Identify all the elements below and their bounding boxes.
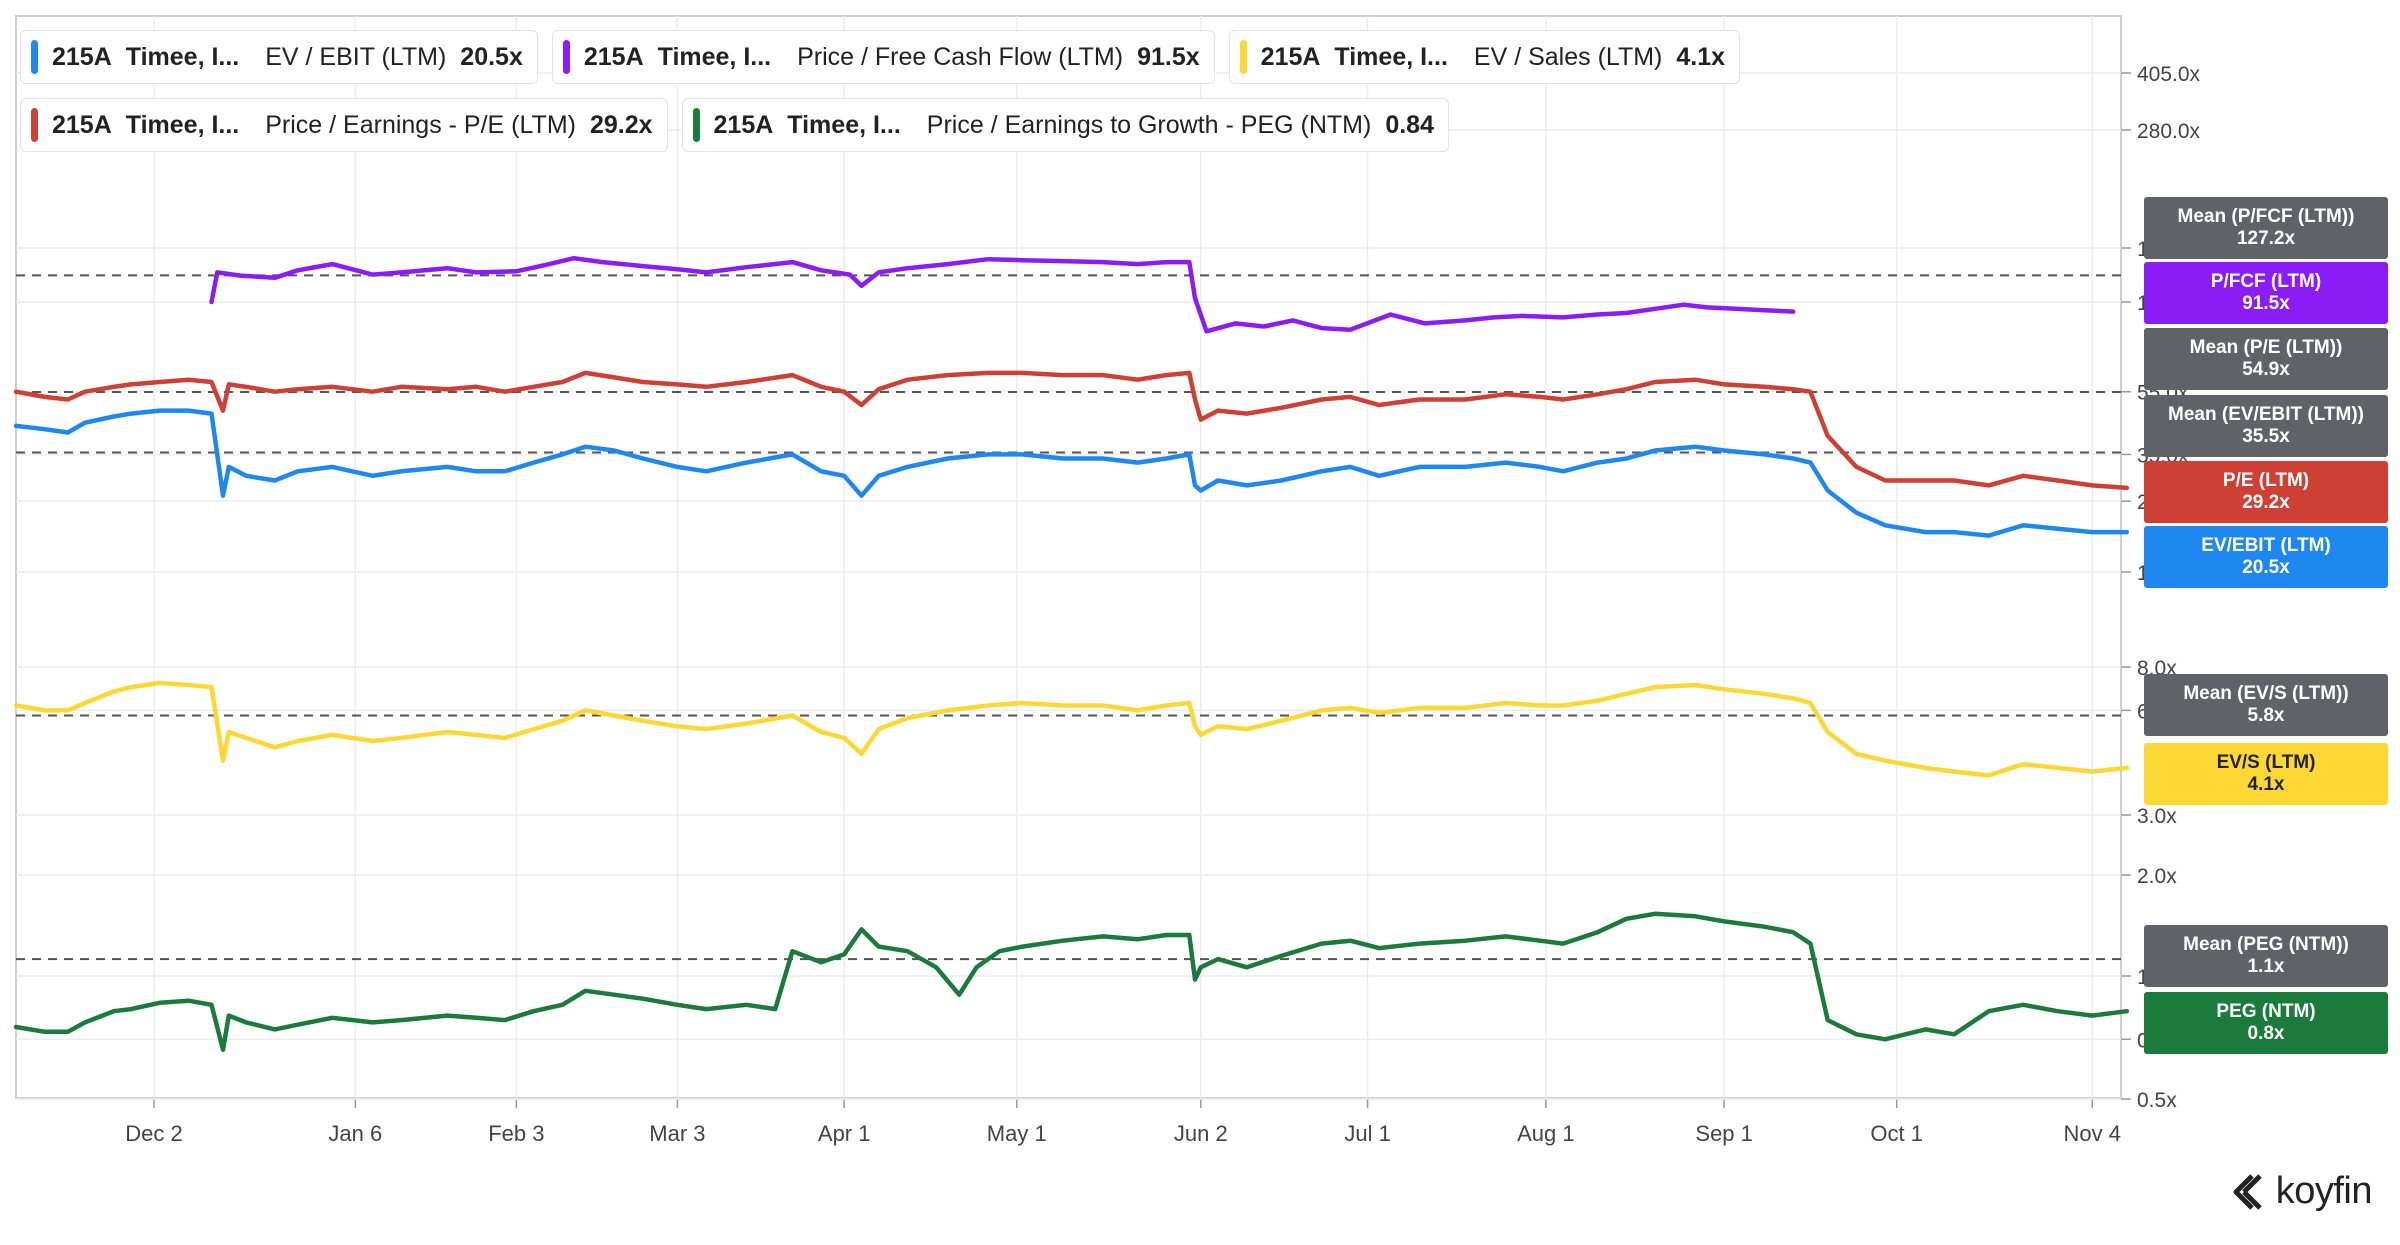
legend-ticker: 215A: [1260, 42, 1321, 71]
badge-value: 5.8x: [2247, 705, 2285, 726]
legend-swatch: [692, 108, 700, 142]
badge-mean-ev-ebit: Mean (EV/EBIT (LTM)) 35.5x: [2144, 395, 2388, 457]
badge-label: PEG (NTM): [2216, 1001, 2316, 1022]
legend-item-ev-ebit[interactable]: 215A Timee, I... EV / EBIT (LTM) 20.5x: [20, 30, 538, 84]
x-tick-label: Mar 3: [649, 1121, 705, 1146]
legend-item-p-fcf[interactable]: 215A Timee, I... Price / Free Cash Flow …: [551, 30, 1215, 84]
series-line-ev-s-ltm-: [13, 680, 2130, 778]
koyfin-logo-text: koyfin: [2275, 1170, 2373, 1212]
badge-mean-pfcf: Mean (P/FCF (LTM)) 127.2x: [2144, 197, 2388, 259]
legend-swatch: [31, 108, 38, 142]
y-tick-label: 405.0x: [2137, 63, 2201, 86]
legend-company: Timee, I...: [787, 110, 901, 139]
x-tick-label: Sep 1: [1695, 1121, 1753, 1146]
y-tick-label: 2.0x: [2137, 865, 2177, 888]
badge-label: Mean (P/E (LTM)): [2189, 337, 2343, 358]
legend-company: Timee, I...: [657, 42, 772, 71]
y-tick-label: 3.0x: [2137, 805, 2177, 828]
legend-row-1: 215A Timee, I... EV / EBIT (LTM) 20.5x 2…: [20, 30, 1741, 84]
badge-label: Mean (EV/S (LTM)): [2183, 683, 2349, 704]
legend-swatch: [562, 40, 570, 74]
badge-pe: P/E (LTM) 29.2x: [2144, 461, 2388, 523]
x-tick-label: Oct 1: [1870, 1121, 1923, 1146]
x-tick-label: Jan 6: [328, 1121, 382, 1146]
legend-ticker: 215A: [52, 110, 112, 139]
badge-label: Mean (EV/EBIT (LTM)): [2168, 404, 2364, 425]
badge-evs: EV/S (LTM) 4.1x: [2144, 743, 2388, 805]
y-tick-label: 0.5x: [2137, 1089, 2177, 1112]
x-tick-label: Jun 2: [1174, 1121, 1228, 1146]
legend-item-peg[interactable]: 215A Timee, I... Price / Earnings to Gro…: [681, 98, 1449, 152]
badge-peg: PEG (NTM) 0.8x: [2144, 992, 2388, 1054]
badge-label: P/FCF (LTM): [2210, 271, 2322, 292]
badge-mean-peg: Mean (PEG (NTM)) 1.1x: [2144, 925, 2388, 987]
legend-ticker: 215A: [583, 42, 644, 71]
series-line-peg-ntm-: [13, 911, 2130, 1052]
badge-value: 4.1x: [2247, 774, 2285, 795]
legend-swatch: [1239, 40, 1247, 74]
legend-metric: EV / EBIT (LTM): [265, 42, 447, 71]
badge-value: 1.1x: [2247, 956, 2285, 977]
series-line-p-e-ltm-: [13, 370, 2130, 491]
legend-metric: Price / Free Cash Flow (LTM): [797, 42, 1124, 71]
legend-metric: Price / Earnings to Growth - PEG (NTM): [926, 110, 1372, 139]
legend-swatch: [31, 40, 38, 74]
x-tick-label: Feb 3: [488, 1121, 544, 1146]
badge-mean-pe: Mean (P/E (LTM)) 54.9x: [2144, 328, 2388, 390]
series-line-p-fcf-ltm-: [209, 255, 1796, 334]
badge-value: 91.5x: [2242, 293, 2290, 314]
badge-mean-evs: Mean (EV/S (LTM)) 5.8x: [2144, 674, 2388, 736]
legend-company: Timee, I...: [1334, 42, 1448, 71]
badge-label: Mean (PEG (NTM)): [2183, 934, 2349, 955]
legend-metric: EV / Sales (LTM): [1473, 42, 1663, 71]
badge-value: 29.2x: [2242, 492, 2290, 513]
badge-value: 54.9x: [2242, 359, 2290, 380]
x-tick-label: Apr 1: [818, 1121, 871, 1146]
badge-value: 127.2x: [2236, 228, 2296, 249]
x-tick-label: May 1: [987, 1121, 1047, 1146]
legend-value: 20.5x: [460, 42, 523, 71]
legend-value: 0.84: [1385, 110, 1434, 139]
legend-item-ev-sales[interactable]: 215A Timee, I... EV / Sales (LTM) 4.1x: [1228, 30, 1741, 84]
y-tick-label: 280.0x: [2137, 120, 2201, 143]
legend-company: Timee, I...: [125, 42, 240, 71]
legend-ticker: 215A: [713, 110, 774, 139]
legend-item-pe[interactable]: 215A Timee, I... Price / Earnings - P/E …: [20, 98, 668, 152]
x-tick-label: Nov 4: [2064, 1121, 2121, 1146]
badge-value: 20.5x: [2242, 557, 2290, 578]
x-tick-label: Jul 1: [1344, 1121, 1390, 1146]
plot-frame: [15, 15, 2122, 1099]
legend-value: 4.1x: [1676, 42, 1726, 71]
legend-company: Timee, I...: [125, 110, 240, 139]
legend-row-2: 215A Timee, I... Price / Earnings - P/E …: [20, 98, 1449, 152]
badge-ev-ebit: EV/EBIT (LTM) 20.5x: [2144, 526, 2388, 588]
legend-value: 91.5x: [1137, 42, 1200, 71]
badge-pfcf: P/FCF (LTM) 91.5x: [2144, 262, 2388, 324]
legend-metric: Price / Earnings - P/E (LTM): [265, 110, 576, 139]
legend-ticker: 215A: [52, 42, 112, 71]
x-tick-label: Aug 1: [1517, 1121, 1575, 1146]
series-line-ev-ebit-ltm-: [13, 408, 2130, 538]
x-tick-label: Dec 2: [125, 1121, 182, 1146]
badge-label: EV/EBIT (LTM): [2201, 535, 2331, 556]
koyfin-logo[interactable]: koyfin: [2230, 1170, 2373, 1213]
badge-label: Mean (P/FCF (LTM)): [2177, 206, 2355, 227]
badge-value: 0.8x: [2247, 1023, 2285, 1044]
badge-label: EV/S (LTM): [2216, 752, 2316, 773]
badge-label: P/E (LTM): [2222, 470, 2310, 491]
badge-value: 35.5x: [2242, 426, 2290, 447]
legend-value: 29.2x: [589, 110, 653, 139]
koyfin-logo-icon: [2233, 1173, 2262, 1210]
